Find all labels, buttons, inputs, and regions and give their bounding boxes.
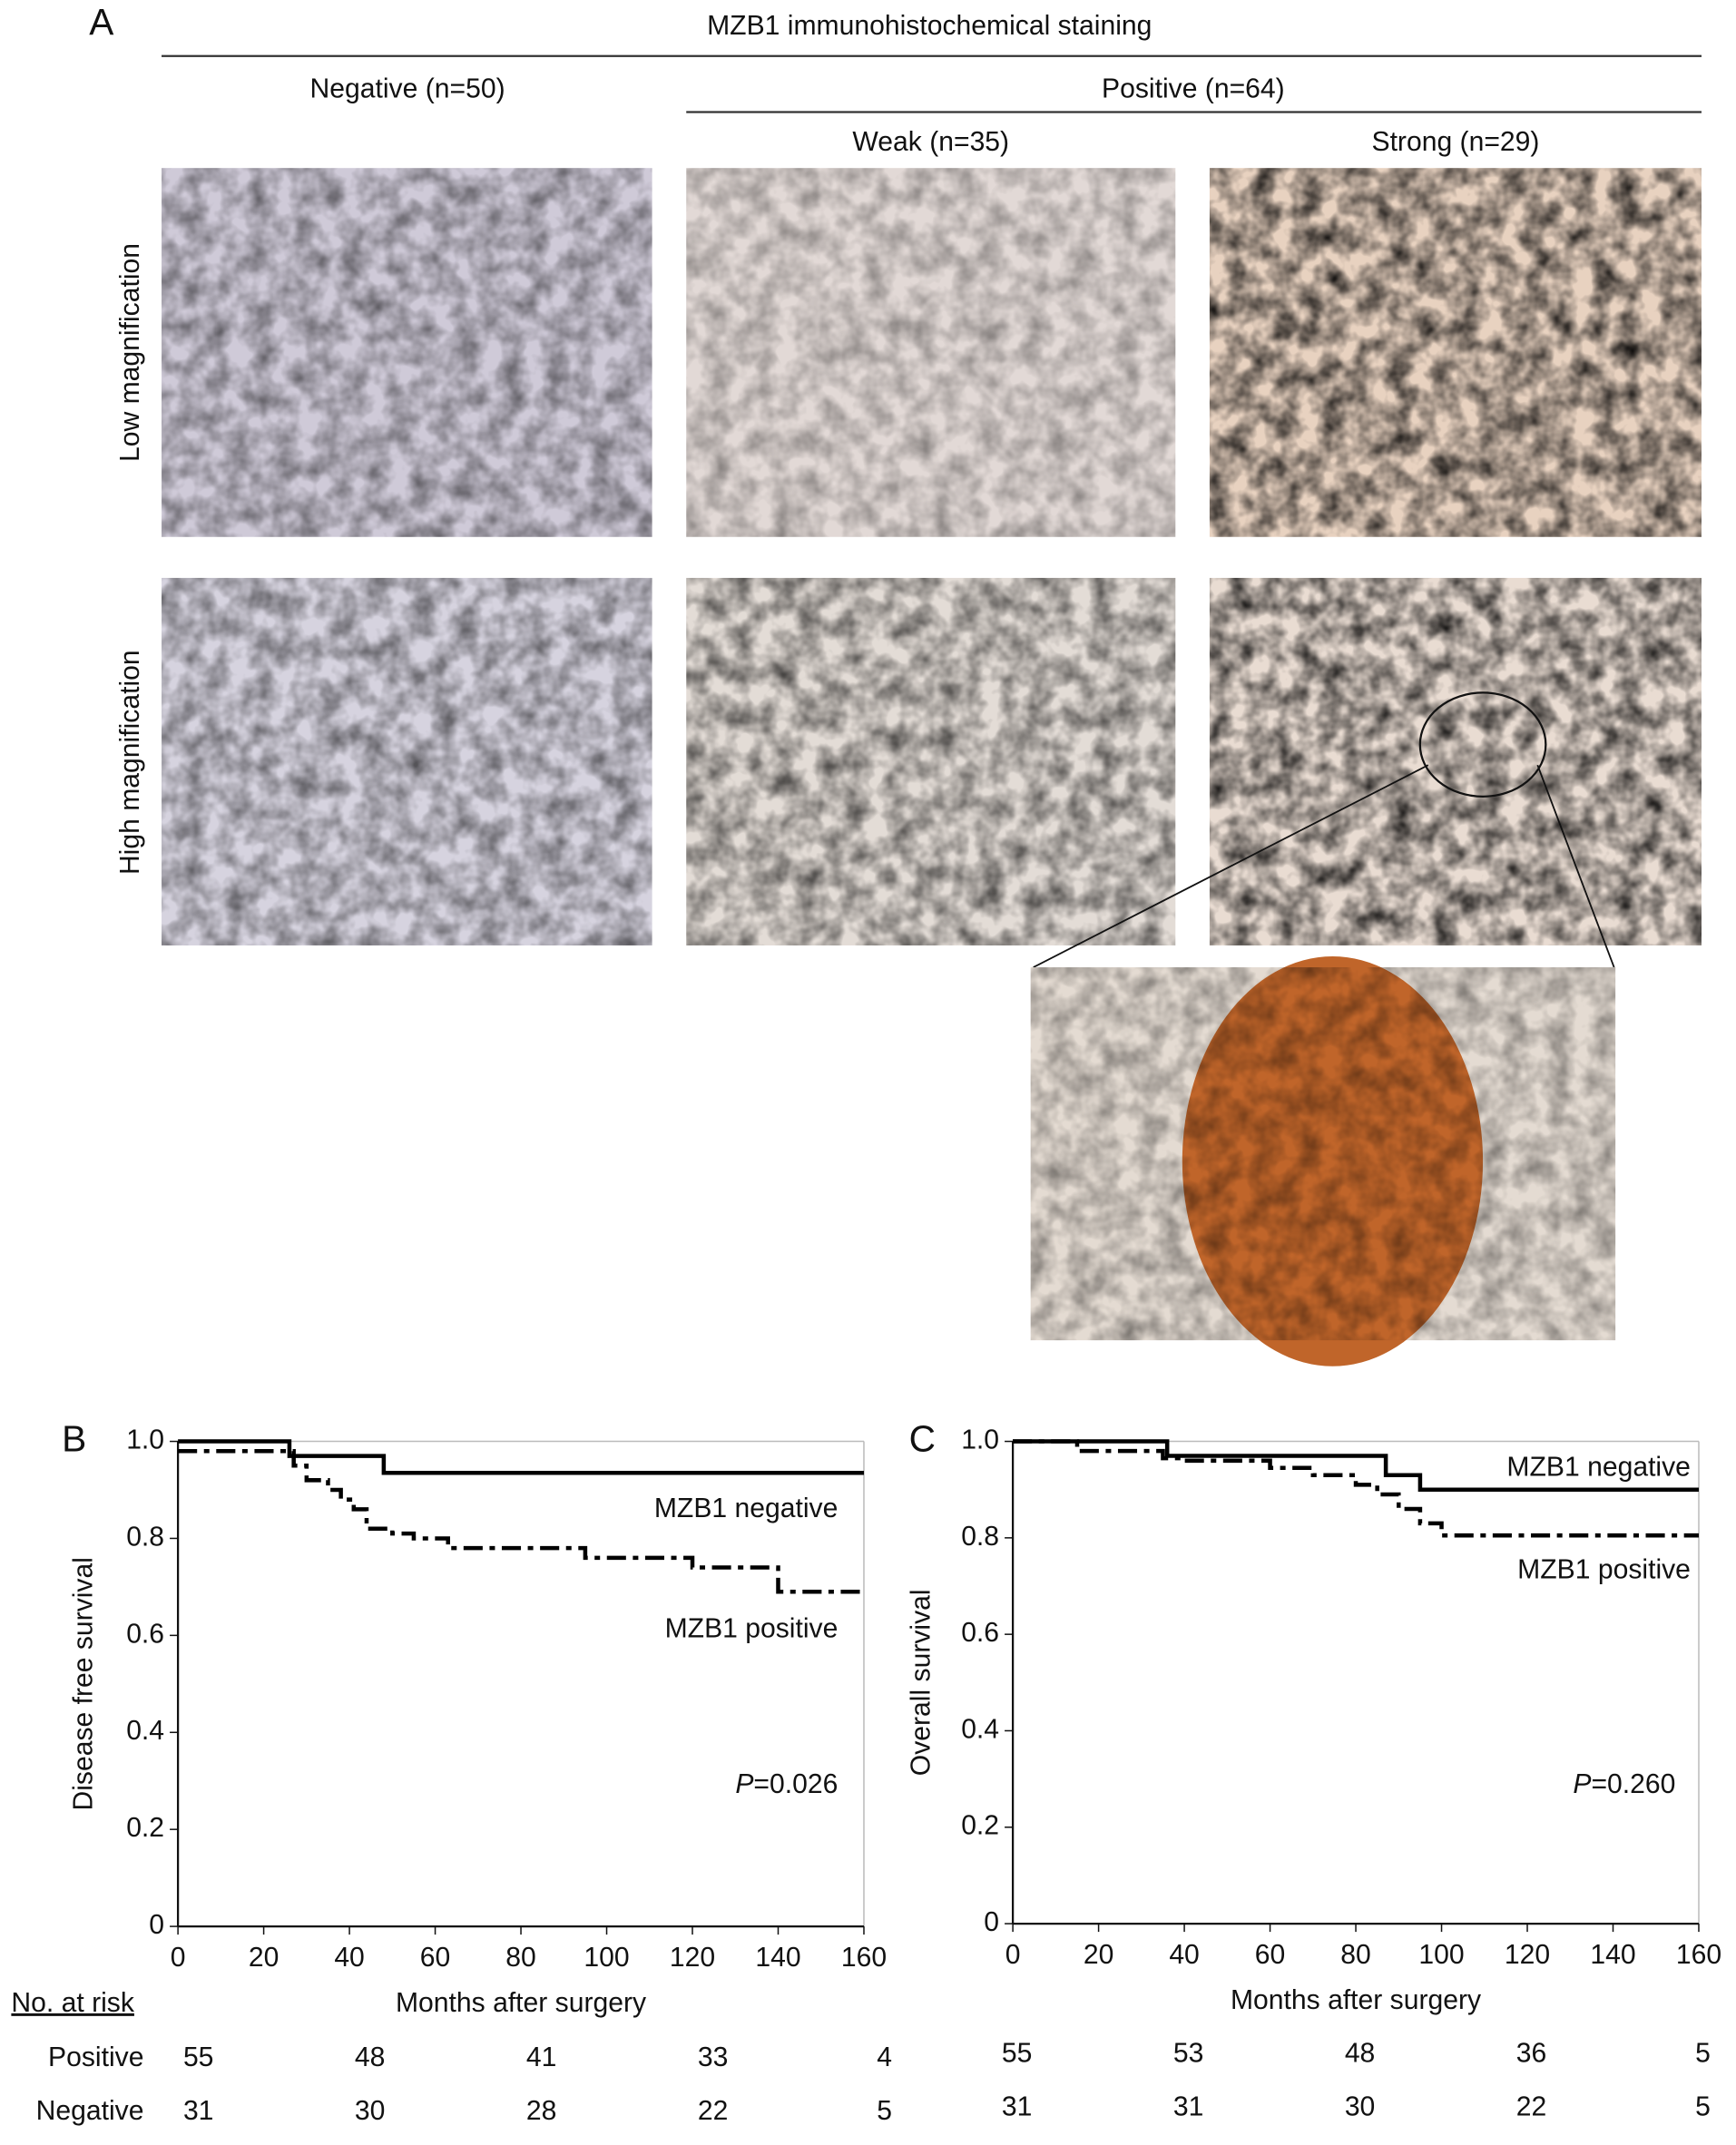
series-label: MZB1 negative [1506, 1453, 1691, 1483]
series-label: MZB1 positive [665, 1613, 839, 1643]
x-axis-label: Months after surgery [396, 1988, 646, 2018]
survival-curve [1013, 1439, 1699, 1492]
x-tick-label: 120 [670, 1943, 715, 1973]
risk-count: 31 [183, 2096, 213, 2126]
risk-count: 28 [526, 2096, 557, 2126]
y-tick-label: 0.4 [961, 1714, 999, 1744]
risk-title: No. at risk [11, 1988, 134, 2018]
x-tick-label: 120 [1505, 1940, 1550, 1970]
y-tick-label: 1.0 [961, 1425, 999, 1455]
x-tick-label: 20 [249, 1943, 280, 1973]
x-tick-label: 0 [171, 1943, 186, 1973]
p-text: =0.026 [753, 1769, 838, 1799]
risk-count: 55 [1002, 2039, 1033, 2069]
risk-count: 48 [1345, 2039, 1376, 2069]
risk-count: 30 [355, 2096, 386, 2126]
risk-count: 31 [1173, 2091, 1204, 2121]
risk-count: 41 [526, 2042, 557, 2072]
risk-count: 22 [698, 2096, 729, 2126]
p-symbol: P [1573, 1769, 1591, 1799]
x-tick-label: 0 [1005, 1940, 1021, 1970]
zoom-line [1033, 764, 1429, 968]
risk-count: 30 [1345, 2091, 1376, 2121]
p-value: P=0.260 [1573, 1769, 1675, 1799]
risk-count: 22 [1516, 2091, 1547, 2121]
survival-curve [178, 1439, 864, 1475]
p-text: =0.260 [1591, 1769, 1675, 1799]
risk-count: 36 [1516, 2039, 1547, 2069]
x-tick-label: 140 [1590, 1940, 1635, 1970]
y-tick-label: 0.4 [126, 1716, 164, 1746]
x-tick-label: 160 [841, 1943, 887, 1973]
p-value: P=0.026 [735, 1769, 838, 1799]
panel-label: A [89, 1, 114, 43]
texture [162, 577, 652, 945]
risk-count: 4 [877, 2042, 892, 2072]
survival-curve [178, 1448, 864, 1594]
y-axis-label: Overall survival [907, 1589, 937, 1776]
y-tick-label: 0.2 [961, 1811, 999, 1841]
column-header: Weak (n=35) [852, 127, 1009, 157]
y-tick-label: 0.6 [126, 1619, 164, 1649]
panel-label: C [909, 1417, 936, 1459]
micrograph-grid [162, 168, 1702, 1366]
p-symbol: P [735, 1769, 753, 1799]
x-tick-label: 160 [1676, 1940, 1721, 1970]
risk-count: 48 [355, 2042, 386, 2072]
x-tick-label: 100 [584, 1943, 629, 1973]
texture [1030, 967, 1616, 1341]
risk-count: 5 [1695, 2039, 1711, 2069]
column-header: Negative (n=50) [310, 73, 505, 103]
risk-count: 55 [183, 2042, 213, 2072]
panel-title: MZB1 immunohistochemical staining [707, 11, 1152, 41]
texture [162, 168, 652, 537]
y-tick-label: 0.2 [126, 1813, 164, 1843]
x-tick-label: 80 [505, 1943, 536, 1973]
row-label: High magnification [115, 650, 145, 875]
x-tick-label: 20 [1084, 1940, 1114, 1970]
risk-row-name: Positive [48, 2042, 143, 2072]
row-label: Low magnification [115, 243, 145, 462]
x-tick-label: 100 [1418, 1940, 1464, 1970]
risk-count: 5 [1695, 2091, 1711, 2121]
y-tick-label: 0 [984, 1907, 999, 1937]
y-tick-label: 0.8 [126, 1522, 164, 1552]
texture [1209, 577, 1702, 945]
series-label: MZB1 negative [654, 1494, 839, 1523]
column-header: Positive (n=64) [1102, 73, 1285, 103]
x-tick-label: 60 [1255, 1940, 1286, 1970]
y-tick-label: 0 [149, 1910, 164, 1940]
x-tick-label: 40 [1169, 1940, 1200, 1970]
x-tick-label: 140 [755, 1943, 800, 1973]
risk-count: 33 [698, 2042, 729, 2072]
x-tick-label: 80 [1340, 1940, 1371, 1970]
y-tick-label: 1.0 [126, 1425, 164, 1455]
risk-count: 5 [877, 2096, 892, 2126]
risk-row-name: Negative [36, 2096, 144, 2126]
risk-count: 31 [1002, 2091, 1033, 2121]
zoom-circle [1418, 691, 1547, 798]
x-tick-label: 60 [420, 1943, 451, 1973]
panel-label: B [62, 1417, 86, 1459]
risk-count: 53 [1173, 2039, 1204, 2069]
texture [1209, 168, 1702, 537]
texture [686, 577, 1176, 945]
y-tick-label: 0.6 [961, 1618, 999, 1648]
x-tick-label: 40 [334, 1943, 365, 1973]
zoom-line [1536, 764, 1615, 968]
series-label: MZB1 positive [1517, 1555, 1691, 1585]
y-axis-label: Disease free survival [69, 1557, 99, 1810]
x-axis-label: Months after surgery [1231, 1985, 1481, 2015]
survival-curve [1013, 1439, 1699, 1538]
texture [686, 168, 1176, 537]
column-header: Strong (n=29) [1371, 127, 1539, 157]
y-tick-label: 0.8 [961, 1522, 999, 1552]
